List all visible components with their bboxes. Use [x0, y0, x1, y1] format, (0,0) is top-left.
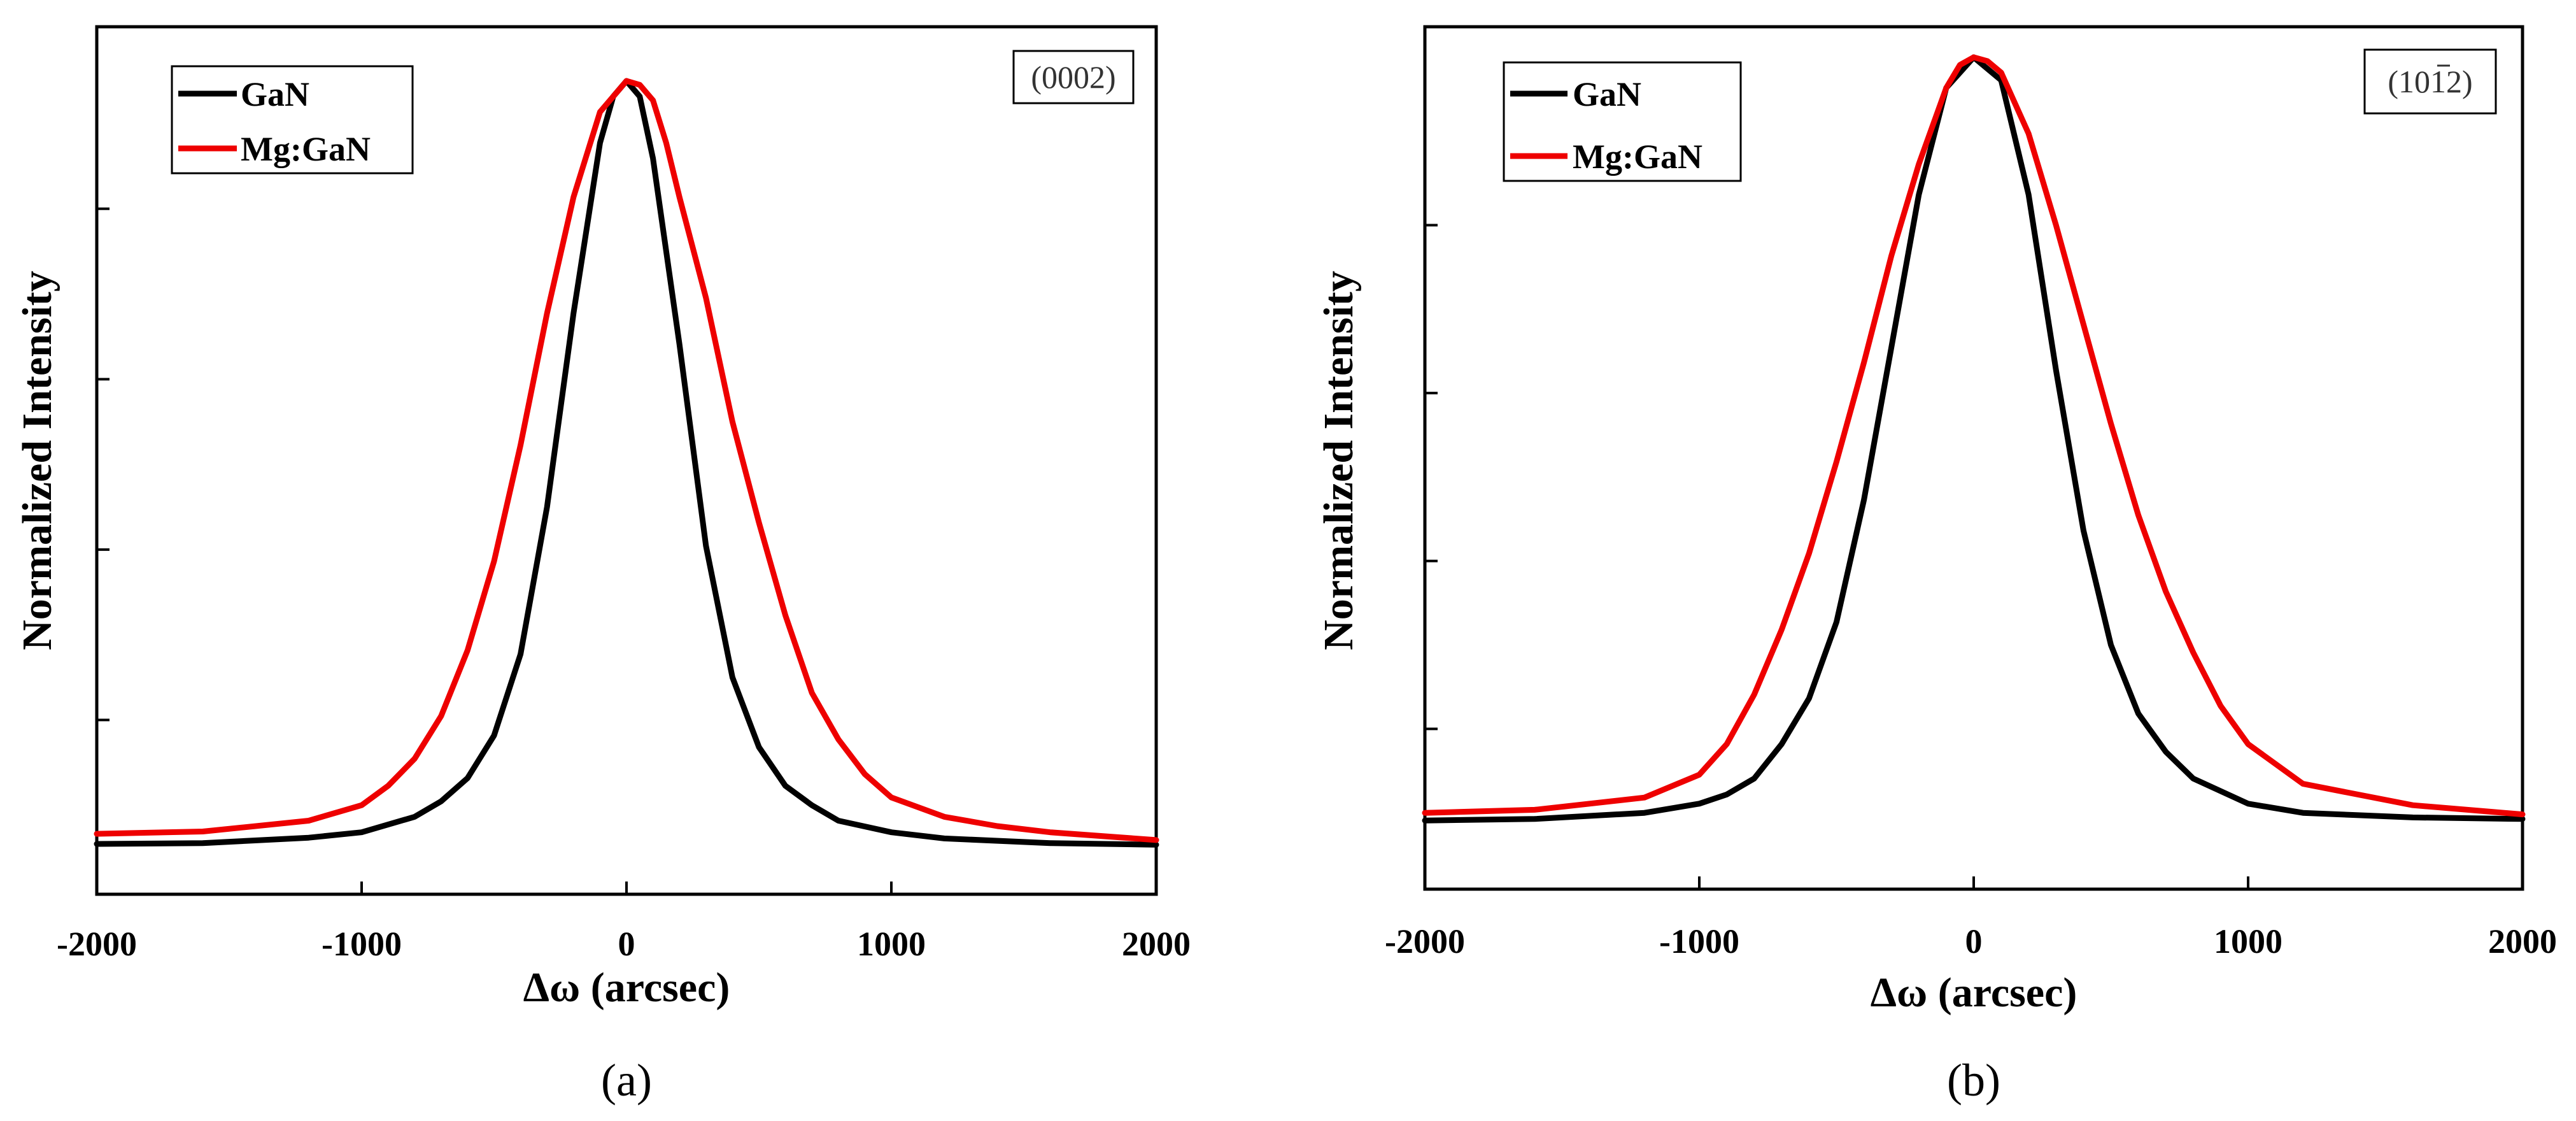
panel-label-a: (a): [601, 1055, 652, 1106]
chart-panel-a: -2000 -1000 0 1000 2000 Δω (arcsec) Norm…: [14, 25, 1191, 1106]
x-tick-label: -2000: [1385, 922, 1465, 960]
legend: GaN Mg:GaN: [1503, 61, 1742, 182]
legend: GaN Mg:GaN: [171, 65, 414, 175]
series-lines: [94, 78, 1159, 848]
panel-label-b: (b): [1947, 1055, 2000, 1106]
x-tick-label: 2000: [1122, 925, 1191, 963]
x-tick-label: -1000: [322, 925, 402, 963]
series-lines: [1422, 54, 2526, 824]
x-axis-title: Δω (arcsec): [523, 964, 730, 1011]
x-tick-label: -2000: [57, 925, 137, 963]
series-line-gan: [94, 78, 1159, 848]
plane-annotation-box: [2363, 48, 2497, 115]
plane-annotation-text: (0002): [1031, 59, 1115, 95]
y-axis-title: Normalized Intensity: [14, 271, 60, 650]
plane-annotation: (1012): [2363, 48, 2497, 115]
y-axis-title: Normalized Intensity: [1315, 271, 1362, 650]
x-tick-label: 2000: [2488, 922, 2557, 960]
legend-box: [1503, 61, 1742, 182]
x-tick-label: -1000: [1659, 922, 1739, 960]
y-tick-marks: [97, 207, 110, 722]
chart-panel-b: -2000 -1000 0 1000 2000 Δω (arcsec) Norm…: [1315, 25, 2557, 1106]
x-axis-title: Δω (arcsec): [1871, 969, 2077, 1016]
x-tick-label: 0: [618, 925, 635, 963]
legend-label-gan: GaN: [1573, 75, 1641, 113]
legend-label-mg-gan: Mg:GaN: [241, 130, 371, 168]
series-line-gan: [1422, 54, 2526, 824]
series-line-mg-gan: [1422, 54, 2526, 818]
legend-label-gan: GaN: [241, 75, 309, 113]
x-tick-label: 1000: [2214, 922, 2282, 960]
plane-annotation-text: (1012): [2388, 64, 2472, 99]
y-tick-marks: [1425, 224, 1438, 731]
plane-annotation-box: [1012, 50, 1135, 104]
x-tick-marks: [96, 882, 1157, 894]
series-line-mg-gan: [94, 78, 1159, 843]
legend-box: [171, 65, 414, 175]
plane-annotation: (0002): [1012, 50, 1135, 104]
legend-label-mg-gan: Mg:GaN: [1573, 138, 1702, 176]
x-tick-label: 1000: [857, 925, 926, 963]
x-tick-marks: [1424, 876, 2524, 889]
x-tick-label: 0: [1965, 922, 1983, 960]
